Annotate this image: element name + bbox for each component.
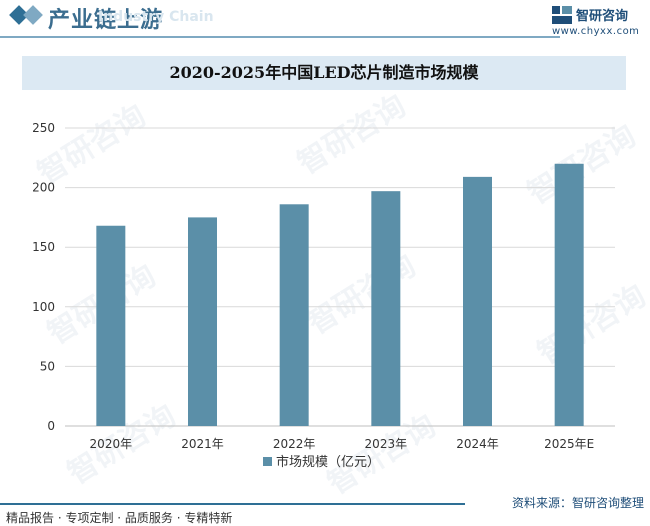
x-tick-label: 2024年 xyxy=(456,437,499,451)
x-tick-label: 2023年 xyxy=(365,437,408,451)
y-tick-label: 200 xyxy=(32,181,55,195)
bar xyxy=(279,204,309,426)
footer-divider xyxy=(0,503,465,505)
x-tick-label: 2020年 xyxy=(90,437,133,451)
diamond-icon xyxy=(23,5,43,25)
legend-label: 市场规模（亿元） xyxy=(276,454,380,470)
brand: 智研咨询 www.chyxx.com xyxy=(552,4,642,38)
y-tick-label: 100 xyxy=(32,300,55,314)
page-header: 产业链上游 Industry Chain 智研咨询 www.chyxx.com xyxy=(0,0,650,38)
header-divider xyxy=(0,36,560,38)
y-tick-label: 250 xyxy=(32,121,55,135)
bar-chart: 0 50 100 150 200 250 2020年 2021年 2022年 2023年 2024年… xyxy=(32,121,615,470)
footer-tagline: 精品报告 · 专项定制 · 品质服务 · 专精特新 xyxy=(6,511,233,525)
y-tick-label: 0 xyxy=(47,419,55,433)
y-tick-label: 150 xyxy=(32,240,55,254)
chart-title-band: 2020-2025年中国LED芯片制造市场规模 xyxy=(22,56,626,90)
bar xyxy=(188,217,217,426)
page-subtitle-watermark: Industry Chain xyxy=(98,9,214,25)
brand-url: www.chyxx.com xyxy=(552,26,640,37)
source-note: 资料来源：智研咨询整理 xyxy=(511,496,644,510)
x-tick-label: 2025年E xyxy=(544,437,594,451)
y-tick-label: 50 xyxy=(40,359,55,373)
page-title: 产业链上游 xyxy=(48,7,164,33)
bar xyxy=(96,225,126,426)
chart-title: 2020-2025年中国LED芯片制造市场规模 xyxy=(169,63,479,82)
bar xyxy=(554,163,584,426)
legend-swatch xyxy=(263,457,272,466)
x-tick-label: 2022年 xyxy=(273,437,316,451)
brand-name: 智研咨询 xyxy=(576,9,629,24)
bar xyxy=(463,176,492,426)
bar xyxy=(371,191,401,426)
x-tick-label: 2021年 xyxy=(181,437,224,451)
brand-logo-icon xyxy=(552,6,572,24)
